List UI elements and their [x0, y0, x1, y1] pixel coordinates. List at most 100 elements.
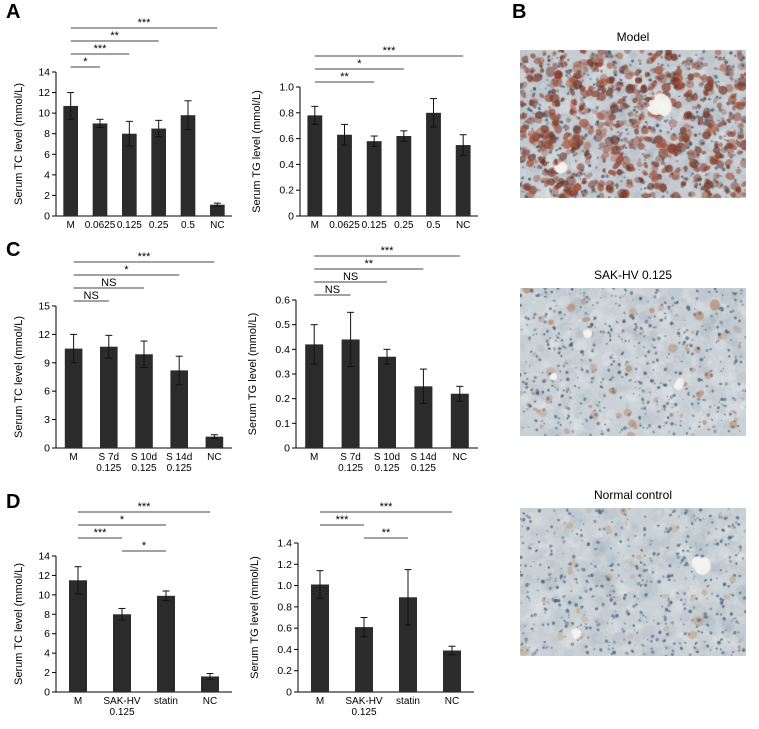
svg-text:0.8: 0.8	[277, 601, 292, 613]
svg-text:8: 8	[44, 609, 50, 621]
svg-text:0.5: 0.5	[275, 319, 290, 331]
svg-text:**: **	[340, 71, 349, 83]
svg-text:0.125: 0.125	[362, 220, 387, 231]
svg-text:0.25: 0.25	[394, 220, 414, 231]
svg-text:NC: NC	[456, 220, 470, 231]
svg-text:NS: NS	[101, 277, 116, 289]
histology-caption-model: Model	[616, 30, 650, 44]
svg-text:0.125: 0.125	[374, 463, 399, 474]
svg-text:8: 8	[44, 128, 50, 140]
chart-c-serum-tg: 0 0.1 0.2 0.3 0.4 0.5 0.6 Serum TG level (mmol/…	[247, 245, 478, 474]
svg-text:SAK-HV: SAK-HV	[103, 696, 141, 707]
svg-text:Serum TG level (mmol/L): Serum TG level (mmol/L)	[249, 556, 261, 679]
svg-text:SAK-HV: SAK-HV	[345, 696, 383, 707]
svg-text:6: 6	[44, 628, 50, 640]
svg-text:0.6: 0.6	[275, 295, 290, 307]
chart-a-serum-tg: 0 0.2 0.4 0.6 0.8 1.0 Serum TG level (mmol/L) M…	[251, 45, 478, 231]
panel-label-d: D	[6, 491, 21, 513]
svg-text:12: 12	[38, 87, 50, 99]
svg-text:9: 9	[44, 357, 50, 369]
svg-text:0.0625: 0.0625	[85, 220, 116, 231]
svg-text:***: ***	[138, 501, 152, 513]
svg-text:0.3: 0.3	[275, 369, 290, 381]
svg-text:0.2: 0.2	[277, 665, 292, 677]
svg-text:14: 14	[38, 551, 50, 563]
svg-text:Serum TC level (mmol/L): Serum TC level (mmol/L)	[13, 563, 25, 685]
svg-text:0: 0	[284, 443, 290, 455]
svg-text:NC: NC	[207, 452, 221, 463]
svg-text:0.125: 0.125	[167, 463, 192, 474]
panel-label-b: B	[512, 1, 527, 23]
svg-text:10: 10	[38, 589, 50, 601]
svg-text:***: ***	[94, 43, 108, 55]
svg-text:0: 0	[44, 211, 50, 223]
svg-text:Serum TG level (mmol/L): Serum TG level (mmol/L)	[251, 90, 263, 213]
svg-text:M: M	[311, 220, 319, 231]
svg-text:0: 0	[288, 211, 294, 223]
svg-text:0.4: 0.4	[277, 644, 292, 656]
svg-text:10: 10	[38, 108, 50, 120]
svg-text:M: M	[74, 696, 82, 707]
svg-text:12: 12	[38, 329, 50, 341]
svg-text:***: ***	[138, 17, 152, 29]
svg-text:0.125: 0.125	[411, 463, 436, 474]
svg-text:0.6: 0.6	[277, 623, 292, 635]
histology-block-sakhv: SAK-HV 0.125	[520, 268, 746, 436]
svg-text:0.8: 0.8	[279, 107, 294, 119]
svg-text:0.4: 0.4	[275, 344, 290, 356]
svg-text:4: 4	[44, 648, 50, 660]
svg-text:0.0625: 0.0625	[329, 220, 360, 231]
svg-text:***: ***	[380, 501, 394, 513]
svg-text:*: *	[83, 56, 88, 68]
histology-caption-normal: Normal control	[593, 488, 673, 502]
svg-text:0.125: 0.125	[96, 463, 121, 474]
svg-text:0.2: 0.2	[275, 393, 290, 405]
svg-text:***: ***	[336, 514, 350, 526]
svg-text:1.4: 1.4	[277, 538, 292, 550]
svg-text:NC: NC	[203, 696, 217, 707]
svg-text:NS: NS	[84, 290, 99, 302]
svg-text:6: 6	[44, 386, 50, 398]
svg-text:0.25: 0.25	[149, 220, 169, 231]
chart-a-serum-tc: 0 2 4 6 8 10 12 14 Serum TC level (mmol/L) M 0.062…	[13, 17, 232, 231]
svg-text:S 10d: S 10d	[374, 452, 400, 463]
histology-micrograph-sakhv	[520, 288, 746, 436]
panel-label-a: A	[6, 1, 21, 23]
svg-text:M: M	[66, 220, 74, 231]
svg-text:12: 12	[38, 570, 50, 582]
chart-d-serum-tg: 0 0.2 0.4 0.6 0.8 1.0 1.2 1.4 Serum TG level (mm…	[249, 501, 474, 718]
histology-block-normal: Normal control	[520, 488, 746, 656]
panel-label-c: C	[6, 239, 21, 261]
svg-text:*: *	[124, 264, 129, 276]
svg-text:0.5: 0.5	[181, 220, 195, 231]
svg-text:1.2: 1.2	[277, 559, 292, 571]
svg-text:0: 0	[286, 687, 292, 699]
svg-text:0.125: 0.125	[351, 707, 376, 718]
svg-text:S 10d: S 10d	[131, 452, 157, 463]
svg-text:NC: NC	[210, 220, 224, 231]
svg-text:*: *	[357, 58, 362, 70]
svg-text:4: 4	[44, 169, 50, 181]
svg-text:0.6: 0.6	[279, 133, 294, 145]
svg-text:M: M	[69, 452, 77, 463]
histology-caption-sakhv: SAK-HV 0.125	[593, 268, 673, 282]
svg-text:**: **	[365, 258, 374, 270]
chart-d-serum-tc: 0 2 4 6 8 10 12 14 Serum TC level (mmol/L) M SAK-H…	[13, 501, 232, 718]
svg-text:S 14d: S 14d	[166, 452, 192, 463]
histology-block-model: Model	[520, 30, 746, 198]
svg-text:Serum TC level (mmol/L): Serum TC level (mmol/L)	[13, 83, 25, 205]
svg-text:0.125: 0.125	[131, 463, 156, 474]
svg-text:0: 0	[44, 443, 50, 455]
svg-text:0.1: 0.1	[275, 418, 290, 430]
svg-text:S 7d: S 7d	[99, 452, 120, 463]
svg-text:***: ***	[94, 527, 108, 539]
svg-text:0: 0	[44, 687, 50, 699]
svg-text:Serum TG level (mmol/L): Serum TG level (mmol/L)	[247, 313, 259, 436]
svg-text:Serum TC level (mmol/L): Serum TC level (mmol/L)	[13, 316, 25, 438]
svg-text:3: 3	[44, 414, 50, 426]
svg-text:6: 6	[44, 149, 50, 161]
svg-text:2: 2	[44, 667, 50, 679]
svg-text:***: ***	[383, 45, 397, 57]
